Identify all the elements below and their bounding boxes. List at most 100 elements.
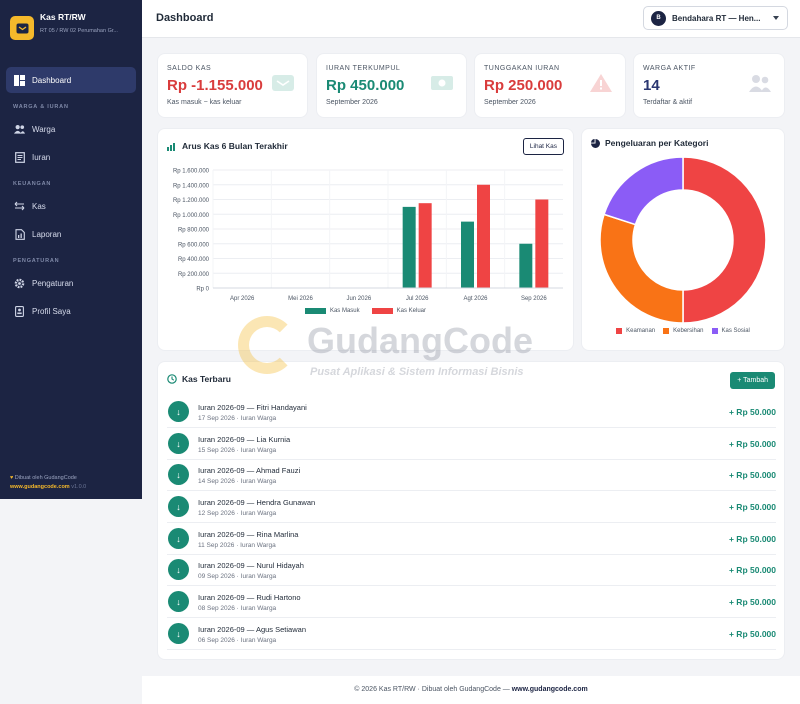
stat-label: TUNGGAKAN IURAN [484, 65, 560, 72]
pengeluaran-title: Pengeluaran per Kategori [591, 138, 708, 148]
arrow-down-icon: ↓ [168, 401, 189, 422]
sidebar-item-pengaturan[interactable]: Pengaturan [6, 270, 136, 296]
tx-subtitle: 14 Sep 2026 · Iuran Warga [198, 478, 277, 485]
stat-label: WARGA AKTIF [643, 65, 696, 72]
chevron-down-icon [773, 16, 779, 20]
sidebar-item-label: Kas [32, 201, 46, 211]
stat-card-tunggakan: TUNGGAKAN IURAN Rp 250.000 September 202… [475, 54, 625, 117]
arrow-down-icon: ↓ [168, 464, 189, 485]
footer-text: © 2026 Kas RT/RW · Dibuat oleh GudangCod… [354, 686, 512, 693]
tambah-button[interactable]: + Tambah [730, 372, 775, 389]
sidebar-item-label: Iuran [32, 152, 51, 162]
stat-subtitle: September 2026 [484, 99, 536, 106]
warning-icon [589, 73, 613, 98]
exchange-icon [14, 201, 25, 212]
sidebar-item-label: Dashboard [32, 75, 72, 85]
user-menu-button[interactable]: B Bendahara RT — Hen... [643, 6, 788, 30]
list-item[interactable]: ↓ Iuran 2026-09 — Agus Setiawan 06 Sep 2… [167, 619, 776, 650]
sidebar-item-label: Laporan [32, 229, 62, 239]
sidebar-item-dashboard[interactable]: Dashboard [6, 67, 136, 93]
x-tick-label: Agt 2026 [463, 296, 488, 302]
sidebar-item-profil[interactable]: Profil Saya [6, 298, 136, 324]
stat-subtitle: September 2026 [326, 99, 378, 106]
app-version: v1.0.0 [71, 484, 87, 490]
y-tick-label: Rp 400.000 [178, 257, 210, 263]
clock-icon [167, 374, 177, 384]
pengeluaran-panel: Pengeluaran per Kategori Keamanan Kebers… [582, 129, 784, 350]
tx-title: Iuran 2026-09 — Ahmad Fauzi [198, 466, 301, 475]
tx-subtitle: 12 Sep 2026 · Iuran Warga [198, 510, 277, 517]
stat-card-warga: WARGA AKTIF 14 Terdaftar & aktif [634, 54, 784, 117]
users-icon [14, 124, 25, 135]
y-tick-label: Rp 200.000 [178, 272, 210, 278]
legend-label: Kas Sosial [721, 328, 750, 334]
x-tick-label: Jun 2026 [346, 296, 371, 302]
user-name: Bendahara RT — Hen... [672, 13, 761, 23]
sidebar-item-label: Warga [32, 124, 56, 134]
arrow-down-icon: ↓ [168, 433, 189, 454]
sidebar-item-label: Pengaturan [32, 278, 74, 288]
sidebar-website-link[interactable]: www.gudangcode.com [10, 484, 70, 490]
tx-title: Iuran 2026-09 — Agus Setiawan [198, 625, 306, 634]
app-subtitle: RT 05 / RW 02 Perumahan Gr... [40, 28, 118, 34]
y-tick-label: Rp 600.000 [178, 242, 210, 248]
list-item[interactable]: ↓ Iuran 2026-09 — Nurul Hidayah 09 Sep 2… [167, 555, 776, 586]
y-tick-label: Rp 1.600.000 [173, 169, 210, 175]
tx-amount: + Rp 50.000 [728, 407, 776, 417]
tx-subtitle: 15 Sep 2026 · Iuran Warga [198, 447, 277, 454]
sidebar-item-iuran[interactable]: Iuran [6, 144, 136, 170]
list-item[interactable]: ↓ Iuran 2026-09 — Lia Kurnia 15 Sep 2026… [167, 429, 776, 460]
avatar: B [651, 10, 666, 26]
x-tick-label: Jul 2026 [406, 296, 429, 302]
pengeluaran-chart [599, 156, 767, 324]
pengeluaran-legend: Keamanan Kebersihan Kas Sosial [582, 328, 784, 334]
pie-slice [603, 156, 684, 226]
stat-card-saldo: SALDO KAS Rp -1.155.000 Kas masuk − kas … [158, 54, 307, 117]
receipt-icon [14, 151, 25, 163]
bar-chart-icon [167, 142, 177, 151]
lihat-kas-button[interactable]: Lihat Kas [522, 138, 564, 155]
tx-title: Iuran 2026-09 — Rina Marlina [198, 530, 299, 539]
tx-title: Iuran 2026-09 — Hendra Gunawan [198, 498, 316, 507]
list-item[interactable]: ↓ Iuran 2026-09 — Rudi Hartono 08 Sep 20… [167, 587, 776, 618]
legend-item[interactable]: Kas Masuk [304, 308, 360, 314]
users-icon [748, 73, 772, 98]
tx-amount: + Rp 50.000 [728, 502, 776, 512]
y-tick-label: Rp 0 [196, 287, 209, 293]
stat-subtitle: Terdaftar & aktif [643, 99, 693, 106]
list-item[interactable]: ↓ Iuran 2026-09 — Ahmad Fauzi 14 Sep 202… [167, 460, 776, 491]
list-item[interactable]: ↓ Iuran 2026-09 — Hendra Gunawan 12 Sep … [167, 492, 776, 523]
tx-title: Iuran 2026-09 — Rudi Hartono [198, 593, 301, 602]
page-title: Dashboard [156, 12, 214, 24]
pie-chart-icon [591, 138, 600, 148]
cashflow-title-text: Arus Kas 6 Bulan Terakhir [182, 141, 288, 151]
pie-slice [682, 156, 767, 324]
kas-terbaru-panel: Kas Terbaru + Tambah ↓ Iuran 2026-09 — F… [158, 362, 784, 659]
sidebar-item-laporan[interactable]: Laporan [6, 221, 136, 247]
stat-value: Rp -1.155.000 [167, 77, 263, 94]
brand[interactable]: Kas RT/RW RT 05 / RW 02 Perumahan Gr... [0, 0, 142, 56]
wallet-icon [271, 73, 295, 98]
arrow-down-icon: ↓ [168, 559, 189, 580]
cashflow-title: Arus Kas 6 Bulan Terakhir [167, 141, 288, 151]
nav-section-keuangan: KEUANGAN [13, 181, 52, 187]
legend-item[interactable]: Kas Sosial [711, 328, 750, 334]
tx-amount: + Rp 50.000 [728, 470, 776, 480]
list-item[interactable]: ↓ Iuran 2026-09 — Rina Marlina 11 Sep 20… [167, 524, 776, 555]
sidebar-item-warga[interactable]: Warga [6, 116, 136, 142]
list-item[interactable]: ↓ Iuran 2026-09 — Fitri Handayani 17 Sep… [167, 397, 776, 428]
sidebar-item-kas[interactable]: Kas [6, 193, 136, 219]
gear-icon [14, 278, 25, 289]
footer-link[interactable]: www.gudangcode.com [511, 686, 588, 693]
legend-label: Kebersihan [673, 328, 704, 334]
legend-item[interactable]: Kas Keluar [371, 308, 426, 314]
legend-item[interactable]: Kebersihan [663, 328, 704, 334]
tx-subtitle: 11 Sep 2026 · Iuran Warga [198, 542, 276, 549]
topbar: Dashboard B Bendahara RT — Hen... [142, 0, 800, 38]
arrow-down-icon: ↓ [168, 623, 189, 644]
tx-amount: + Rp 50.000 [728, 597, 776, 607]
x-tick-label: Mei 2026 [288, 296, 313, 302]
legend-item[interactable]: Keamanan [616, 328, 655, 334]
report-icon [14, 228, 25, 240]
y-tick-label: Rp 1.200.000 [173, 198, 210, 204]
